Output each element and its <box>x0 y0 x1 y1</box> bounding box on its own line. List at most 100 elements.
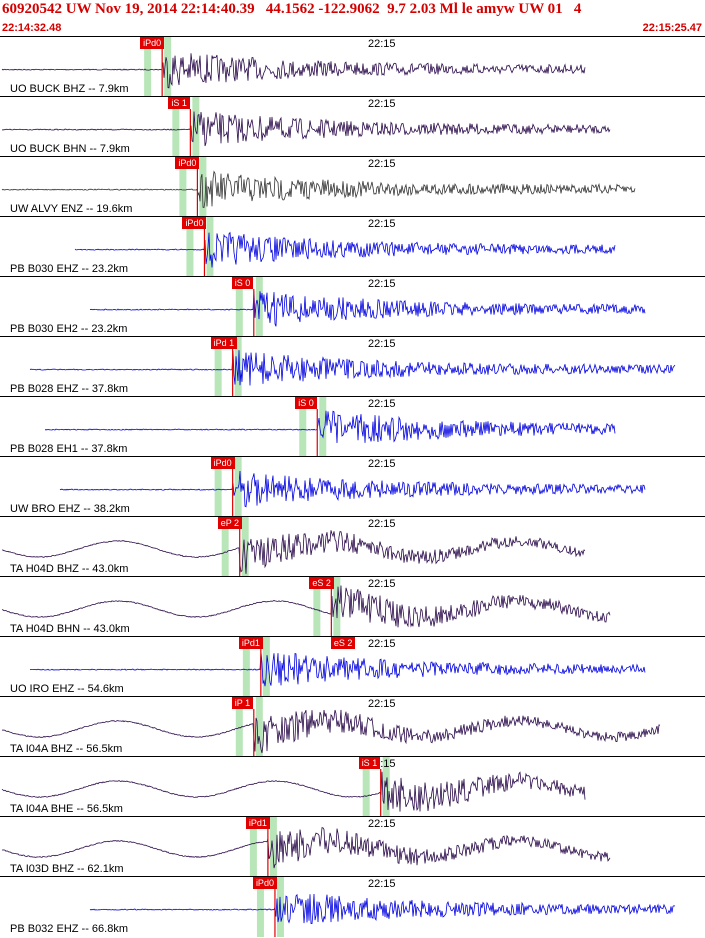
station-label: PB B030 EH2 -- 23.2km <box>10 323 128 335</box>
phase-pick-label[interactable]: iPd0 <box>175 157 200 169</box>
trace-panel[interactable]: 22:15 iPd0 PB B030 EHZ -- 23.2km <box>0 216 705 277</box>
pick-window <box>362 757 370 817</box>
pick-window <box>269 817 277 877</box>
pick-window <box>319 397 327 457</box>
phase-pick-label[interactable]: iPd1 <box>238 637 263 649</box>
phase-pick-label[interactable]: iS 0 <box>295 397 317 409</box>
pick-window <box>172 97 180 157</box>
time-marker-label: 22:15 <box>368 338 396 350</box>
seismogram-trace <box>44 410 616 444</box>
time-marker-label: 22:15 <box>368 878 396 890</box>
time-marker-label: 22:15 <box>368 98 396 110</box>
phase-pick-label[interactable]: eP 2 <box>217 517 243 529</box>
time-marker-label: 22:15 <box>368 518 396 530</box>
trace-panel[interactable]: 22:15 iS 0 PB B030 EH2 -- 23.2km <box>0 276 705 337</box>
header: 60920542 UW Nov 19, 2014 22:14:40.39 44.… <box>0 0 705 36</box>
waveform <box>1 157 636 217</box>
station-label: PB B032 EHZ -- 66.8km <box>10 923 128 935</box>
trace-panel[interactable]: 22:15 eS 2 TA H04D BHN -- 43.0km <box>0 576 705 637</box>
waveform <box>1 97 611 157</box>
station-label: PB B028 EHZ -- 37.8km <box>10 383 128 395</box>
time-marker-label: 22:15 <box>368 458 396 470</box>
pick-window <box>164 37 172 97</box>
waveform <box>74 217 616 277</box>
phase-pick-label[interactable]: iP 1 <box>231 697 254 709</box>
pick-window <box>255 697 263 757</box>
pick-window <box>235 277 243 337</box>
trace-panel[interactable]: 22:15 iP 1 TA I04A BHZ -- 56.5km <box>0 696 705 757</box>
station-label: UW BRO EHZ -- 38.2km <box>10 503 130 515</box>
time-marker-label: 22:15 <box>368 698 396 710</box>
pick-window <box>179 157 187 217</box>
waveform <box>89 877 676 937</box>
waveform <box>59 457 646 517</box>
pick-window <box>206 217 214 277</box>
waveform <box>1 757 586 817</box>
trace-panel[interactable]: 22:15 iS 0 PB B028 EH1 -- 37.8km <box>0 396 705 457</box>
trace-panel[interactable]: 22:15 iS 1 TA I04A BHE -- 56.5km <box>0 756 705 817</box>
waveform <box>1 37 586 97</box>
phase-pick-label[interactable]: iS 0 <box>231 277 254 289</box>
pick-window <box>313 577 321 637</box>
phase-pick-label[interactable]: iPd0 <box>252 877 277 889</box>
pick-window <box>214 337 222 397</box>
phase-pick-label[interactable]: iPd0 <box>182 217 207 229</box>
trace-panel[interactable]: 22:15 iPd0 UW ALVY ENZ -- 19.6km <box>0 156 705 217</box>
event-title: 60920542 UW Nov 19, 2014 22:14:40.39 44.… <box>2 1 582 17</box>
station-label: UO BUCK BHZ -- 7.9km <box>10 83 129 95</box>
pick-window <box>242 637 250 697</box>
pick-window <box>214 457 222 517</box>
station-label: PB B030 EHZ -- 23.2km <box>10 263 128 275</box>
station-label: UW ALVY ENZ -- 19.6km <box>10 203 133 215</box>
phase-pick-label[interactable]: eS 2 <box>309 577 334 589</box>
pick-window <box>144 37 152 97</box>
seismogram-trace <box>89 893 676 925</box>
station-label: TA H04D BHN -- 43.0km <box>10 623 130 635</box>
seismogram-trace <box>1 771 586 812</box>
trace-panel[interactable]: 22:15 iPd1 eS 2 UO IRO EHZ -- 54.6km <box>0 636 705 697</box>
seismogram-trace <box>59 470 646 508</box>
time-marker-label: 22:15 <box>368 278 396 290</box>
seismogram-trace <box>2 827 611 869</box>
trace-area[interactable]: 22:15 iPd0 UO BUCK BHZ -- 7.9km 22:15 iS 1 UO… <box>0 36 705 938</box>
seismogram-trace <box>1 585 611 628</box>
station-label: PB B028 EH1 -- 37.8km <box>10 443 128 455</box>
phase-pick-label[interactable]: eS 2 <box>330 637 356 649</box>
waveform <box>29 337 676 397</box>
pick-window <box>256 877 264 937</box>
seismogram-trace <box>29 651 646 687</box>
station-label: UO IRO EHZ -- 54.6km <box>10 683 124 695</box>
waveform <box>29 637 646 697</box>
seismogram-trace <box>29 350 676 386</box>
time-marker-label: 22:15 <box>368 38 396 50</box>
phase-pick-label[interactable]: iS 1 <box>168 97 190 109</box>
waveform <box>1 697 661 757</box>
phase-pick-label[interactable]: iPd 1 <box>210 337 238 349</box>
seismogram-trace <box>74 231 616 268</box>
phase-pick-label[interactable]: iPd0 <box>210 457 235 469</box>
time-marker-label: 22:15 <box>368 578 396 590</box>
station-label: TA H04D BHZ -- 43.0km <box>10 563 129 575</box>
trace-panel[interactable]: 22:15 iPd 1 PB B028 EHZ -- 37.8km <box>0 336 705 397</box>
trace-panel[interactable]: 22:15 iPd0 UO BUCK BHZ -- 7.9km <box>0 36 705 97</box>
time-marker-label: 22:15 <box>368 398 396 410</box>
waveform <box>44 397 616 457</box>
trace-panel[interactable]: 22:15 iPd0 UW BRO EHZ -- 38.2km <box>0 456 705 517</box>
time-marker-label: 22:15 <box>368 218 396 230</box>
phase-pick-label[interactable]: iPd0 <box>140 37 165 49</box>
seismogram-trace <box>2 530 586 574</box>
waveform <box>2 517 586 577</box>
end-time: 22:15:25.47 <box>642 22 702 34</box>
time-marker-label: 22:15 <box>368 638 396 650</box>
station-label: TA I04A BHE -- 56.5km <box>10 803 123 815</box>
seismogram-trace <box>1 709 661 754</box>
trace-panel[interactable]: 22:15 eP 2 TA H04D BHZ -- 43.0km <box>0 516 705 577</box>
trace-panel[interactable]: 22:15 iPd1 TA I03D BHZ -- 62.1km <box>0 816 705 877</box>
time-marker-label: 22:15 <box>368 158 396 170</box>
trace-panel[interactable]: 22:15 iPd0 PB B032 EHZ -- 66.8km <box>0 876 705 937</box>
waveform <box>89 277 646 337</box>
phase-pick-label[interactable]: iPd1 <box>245 817 270 829</box>
pick-window <box>235 697 243 757</box>
phase-pick-label[interactable]: iS 1 <box>358 757 381 769</box>
trace-panel[interactable]: 22:15 iS 1 UO BUCK BHN -- 7.9km <box>0 96 705 157</box>
